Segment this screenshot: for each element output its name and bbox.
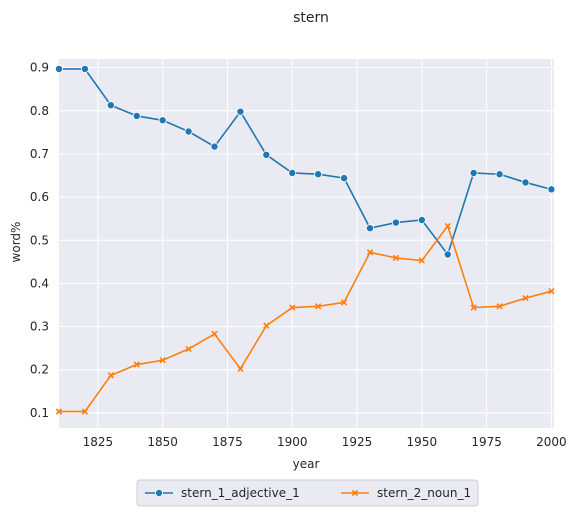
y-tick-label: 0.8 [30,104,49,118]
y-tick-label: 0.4 [30,276,49,290]
data-point [444,222,451,230]
data-point [237,365,244,373]
data-point [107,372,114,379]
data-point [211,330,218,338]
data-point [55,64,64,73]
series-stern_1_adjective_1 [55,64,556,259]
chart-title: stern [293,10,329,26]
data-point [418,257,425,264]
data-point [547,185,556,194]
x-tick-label: 1900 [277,435,308,449]
y-tick-label: 0.7 [30,147,49,161]
x-tick-label: 2000 [536,435,567,449]
plot-area [59,59,554,428]
y-axis-label: word% [9,222,23,263]
data-point [314,170,323,179]
data-point [469,168,478,177]
y-tick-label: 0.9 [30,61,49,75]
data-point [365,224,374,233]
legend-marker [351,489,359,497]
data-point [185,345,192,353]
y-tick-label: 0.2 [30,363,49,377]
data-point [496,303,503,310]
legend-box [136,479,479,507]
x-axis: 1825 1850 1875 1900 1925 1950 1975 2000 [83,435,567,449]
legend-label: stern_1_adjective_1 [181,486,300,500]
data-point [340,299,348,306]
legend-marker [154,488,163,497]
x-tick-label: 1950 [407,435,438,449]
data-point [184,127,193,136]
y-tick-label: 0.6 [30,190,49,204]
data-point [159,357,166,364]
data-point [548,288,555,295]
data-point [55,408,63,415]
data-point [262,150,271,159]
y-axis: 0.1 0.2 0.3 0.4 0.5 0.6 0.7 0.8 0.9 [30,61,49,420]
data-point [521,178,530,187]
legend: stern_1_adjective_1 stern_2_noun_1 [136,479,479,507]
series-line [59,68,552,257]
data-point [495,170,504,179]
series-stern_2_noun_1 [55,222,555,415]
data-point [132,111,141,120]
data-point [158,116,167,125]
y-tick-label: 0.1 [30,406,49,420]
x-tick-label: 1875 [212,435,243,449]
data-point [391,218,400,227]
x-tick-label: 1850 [147,435,178,449]
series-layer [55,64,556,415]
data-point [443,250,452,259]
x-axis-label: year [293,457,320,471]
data-point [263,322,270,329]
data-point [210,142,219,151]
data-point [392,254,400,262]
series-line [59,224,552,413]
x-tick-label: 1825 [83,435,114,449]
data-point [133,361,140,368]
legend-item: stern_2_noun_1 [341,486,471,500]
data-point [236,107,245,116]
data-point [522,294,529,302]
x-tick-label: 1925 [342,435,373,449]
legend-label: stern_2_noun_1 [377,486,471,500]
data-point [81,408,89,415]
data-point [106,101,115,110]
data-point [80,64,89,73]
x-tick-label: 1975 [471,435,502,449]
data-point [470,304,477,311]
legend-item: stern_1_adjective_1 [145,486,300,500]
data-point [288,168,297,177]
data-point [289,304,296,311]
data-point [417,215,426,224]
grid [59,59,554,428]
data-point [340,174,349,183]
y-tick-label: 0.3 [30,320,49,334]
y-tick-label: 0.5 [30,233,49,247]
data-point [314,303,322,310]
data-point [366,249,374,256]
